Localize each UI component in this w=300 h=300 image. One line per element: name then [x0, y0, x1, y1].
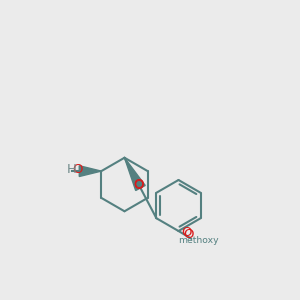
Text: O: O	[183, 228, 194, 241]
Text: O: O	[133, 179, 143, 192]
Text: H: H	[67, 163, 77, 176]
Text: O: O	[134, 178, 144, 191]
Text: O: O	[72, 163, 83, 176]
Text: O: O	[181, 226, 192, 239]
Polygon shape	[124, 158, 145, 190]
Text: methoxy: methoxy	[178, 236, 219, 245]
Polygon shape	[79, 166, 101, 176]
